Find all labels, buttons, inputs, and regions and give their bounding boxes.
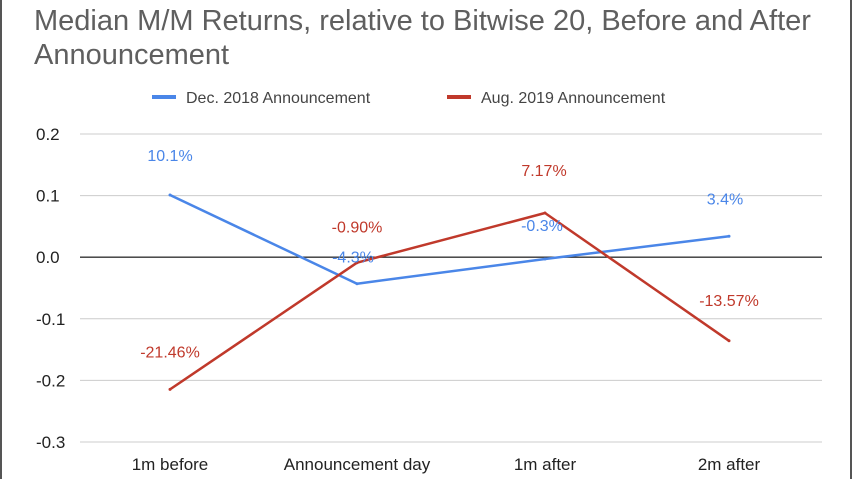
series-lines xyxy=(168,193,731,391)
y-tick-label: 0.1 xyxy=(36,187,60,206)
series-line-aug-2019 xyxy=(169,211,730,391)
data-label: 7.17% xyxy=(521,163,566,180)
y-tick-label: -0.1 xyxy=(36,310,65,329)
x-tick-label: 2m after xyxy=(698,455,761,474)
data-point xyxy=(355,282,359,286)
data-point xyxy=(355,261,359,265)
gridlines xyxy=(80,133,822,443)
x-tick-label: 1m after xyxy=(514,455,577,474)
data-label: 10.1% xyxy=(147,148,192,165)
data-label: 3.4% xyxy=(707,191,743,208)
data-label: -4.3% xyxy=(332,250,374,267)
data-point xyxy=(168,387,172,391)
chart-title: Median M/M Returns, relative to Bitwise … xyxy=(34,5,811,71)
legend: Dec. 2018 Announcement Aug. 2019 Announce… xyxy=(152,90,666,107)
data-labels: 10.1% -4.3% -0.3% 3.4% -21.46% -0.90% 7.17% -13… xyxy=(140,148,759,361)
data-point xyxy=(543,257,547,261)
y-tick-label: 0.0 xyxy=(36,248,60,267)
data-label: -13.57% xyxy=(699,293,759,310)
x-axis: 1m before Announcement day 1m after 2m afte… xyxy=(132,455,761,474)
y-tick-label: -0.3 xyxy=(36,433,65,452)
data-label: -0.3% xyxy=(521,218,563,235)
legend-label: Dec. 2018 Announcement xyxy=(186,90,371,107)
data-point xyxy=(168,193,172,197)
y-tick-label: 0.2 xyxy=(36,125,60,144)
x-tick-label: 1m before xyxy=(132,455,209,474)
data-point xyxy=(727,234,731,238)
x-tick-label: Announcement day xyxy=(284,455,431,474)
series-line-dec-2018 xyxy=(169,193,730,285)
data-label: -0.90% xyxy=(332,220,383,237)
y-tick-label: -0.2 xyxy=(36,371,65,390)
y-axis: 0.2 0.1 0.0 -0.1 -0.2 -0.3 xyxy=(36,125,65,452)
data-point xyxy=(727,339,731,343)
legend-label: Aug. 2019 Announcement xyxy=(481,90,666,107)
data-label: -21.46% xyxy=(140,344,200,361)
data-point xyxy=(543,211,547,215)
